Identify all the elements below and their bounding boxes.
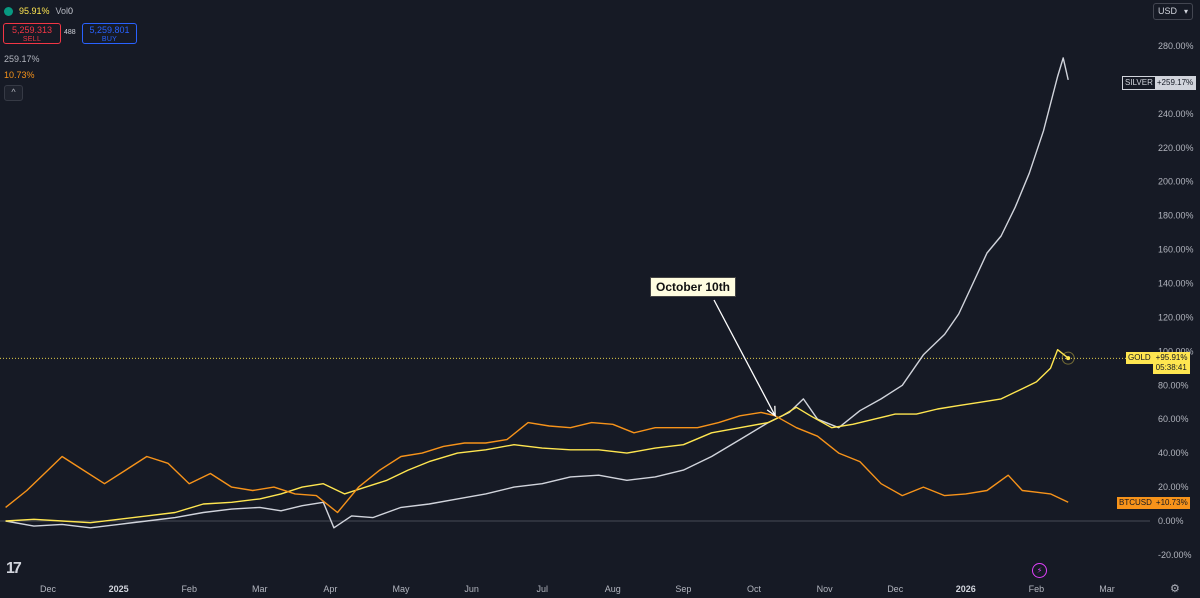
gold-tag-name: GOLD <box>1126 352 1153 364</box>
x-axis: Dec 2025 Feb Mar Apr May Jun Jul Aug Sep Oct Nov Dec… <box>40 584 1115 594</box>
gold-last-marker-ring <box>1061 351 1075 365</box>
volume-label: Vol <box>55 6 69 16</box>
x-tick-label: 2025 <box>109 584 129 594</box>
x-tick-label: Dec <box>887 584 904 594</box>
legend-volume: Vol0 <box>56 6 74 16</box>
series-lines <box>5 57 1075 529</box>
y-tick-label: 220.00% <box>1158 143 1194 153</box>
spread-value: 488 <box>64 29 76 36</box>
btc-percent: 10.73% <box>4 70 35 80</box>
series-line-btcusd[interactable] <box>5 411 1069 514</box>
buy-price: 5,259.801 <box>89 25 130 35</box>
legend-header: 95.91% Vol0 <box>4 4 73 18</box>
y-tick-label: -20.00% <box>1158 550 1192 560</box>
x-tick-label: Aug <box>605 584 621 594</box>
y-tick-label: 200.00% <box>1158 177 1194 187</box>
y-tick-label: 140.00% <box>1158 279 1194 289</box>
y-tick-label: 60.00% <box>1158 414 1189 424</box>
gear-icon[interactable]: ⚙ <box>1170 583 1180 595</box>
gold-price-tag: GOLD +95.91% 05:38:41 <box>1126 352 1191 374</box>
series-line-silver[interactable] <box>5 57 1069 529</box>
arrow-head <box>766 405 776 418</box>
y-tick-label: 40.00% <box>1158 448 1189 458</box>
x-tick-label: Dec <box>40 584 57 594</box>
annotation-arrow <box>713 299 776 418</box>
x-tick-label: 2026 <box>956 584 976 594</box>
gold-countdown: 05:38:41 <box>1155 363 1187 372</box>
gold-tag-value: +95.91% <box>1155 353 1188 362</box>
btc-tag-name: BTCUSD <box>1117 497 1154 509</box>
silver-tag-name: SILVER <box>1123 77 1155 89</box>
y-tick-label: 240.00% <box>1158 109 1194 119</box>
sell-label: SELL <box>22 36 42 43</box>
x-tick-label: Mar <box>1099 584 1115 594</box>
y-tick-label: 180.00% <box>1158 211 1194 221</box>
y-tick-label: 160.00% <box>1158 245 1194 255</box>
y-tick-label: 80.00% <box>1158 380 1189 390</box>
x-tick-label: Sep <box>675 584 691 594</box>
x-tick-label: Mar <box>252 584 268 594</box>
currency-value: USD <box>1158 6 1178 16</box>
x-tick-label: Jun <box>464 584 479 594</box>
chevron-up-icon[interactable]: ^ <box>4 85 23 101</box>
market-status-icon <box>4 6 13 16</box>
y-axis: 280.00%260.00%240.00%220.00%200.00%180.0… <box>1158 41 1194 560</box>
currency-select[interactable]: USD ▾ <box>1153 3 1193 20</box>
btc-price-tag: BTCUSD +10.73% <box>1117 497 1190 509</box>
x-tick-label: Oct <box>747 584 762 594</box>
series-line-gold[interactable] <box>5 349 1069 524</box>
x-tick-label: Nov <box>817 584 834 594</box>
y-tick-label: 0.00% <box>1158 516 1184 526</box>
y-tick-label: 100.00% <box>1158 346 1194 356</box>
sell-button[interactable]: 5,259.313 SELL <box>3 23 61 44</box>
gold-last-marker <box>1066 356 1071 361</box>
arrow-shaft <box>713 299 776 417</box>
legend-percent: 95.91% <box>19 6 50 16</box>
btc-tag-value: +10.73% <box>1153 497 1190 509</box>
y-tick-label: 120.00% <box>1158 312 1194 322</box>
x-tick-label: Jul <box>536 584 548 594</box>
annotation-label[interactable]: October 10th <box>650 277 737 297</box>
tradingview-logo[interactable]: 17 <box>6 560 22 577</box>
x-tick-label: May <box>392 584 410 594</box>
x-tick-label: Feb <box>1029 584 1045 594</box>
volume-value: 0 <box>68 6 74 16</box>
buy-label: BUY <box>101 36 118 43</box>
sell-price: 5,259.313 <box>11 25 53 35</box>
flash-icon[interactable]: ⚡ <box>1032 563 1047 578</box>
x-tick-label: Apr <box>323 584 337 594</box>
chevron-down-icon: ▾ <box>1183 7 1188 16</box>
silver-percent: 259.17% <box>4 54 40 64</box>
gold-tag-value-block: +95.91% 05:38:41 <box>1152 352 1191 374</box>
silver-tag-value: +259.17% <box>1154 77 1196 89</box>
silver-price-tag: SILVER +259.17% <box>1122 76 1197 90</box>
y-tick-label: 280.00% <box>1158 41 1194 51</box>
x-tick-label: Feb <box>181 584 197 594</box>
y-tick-label: 20.00% <box>1158 482 1189 492</box>
buy-button[interactable]: 5,259.801 BUY <box>82 23 137 44</box>
